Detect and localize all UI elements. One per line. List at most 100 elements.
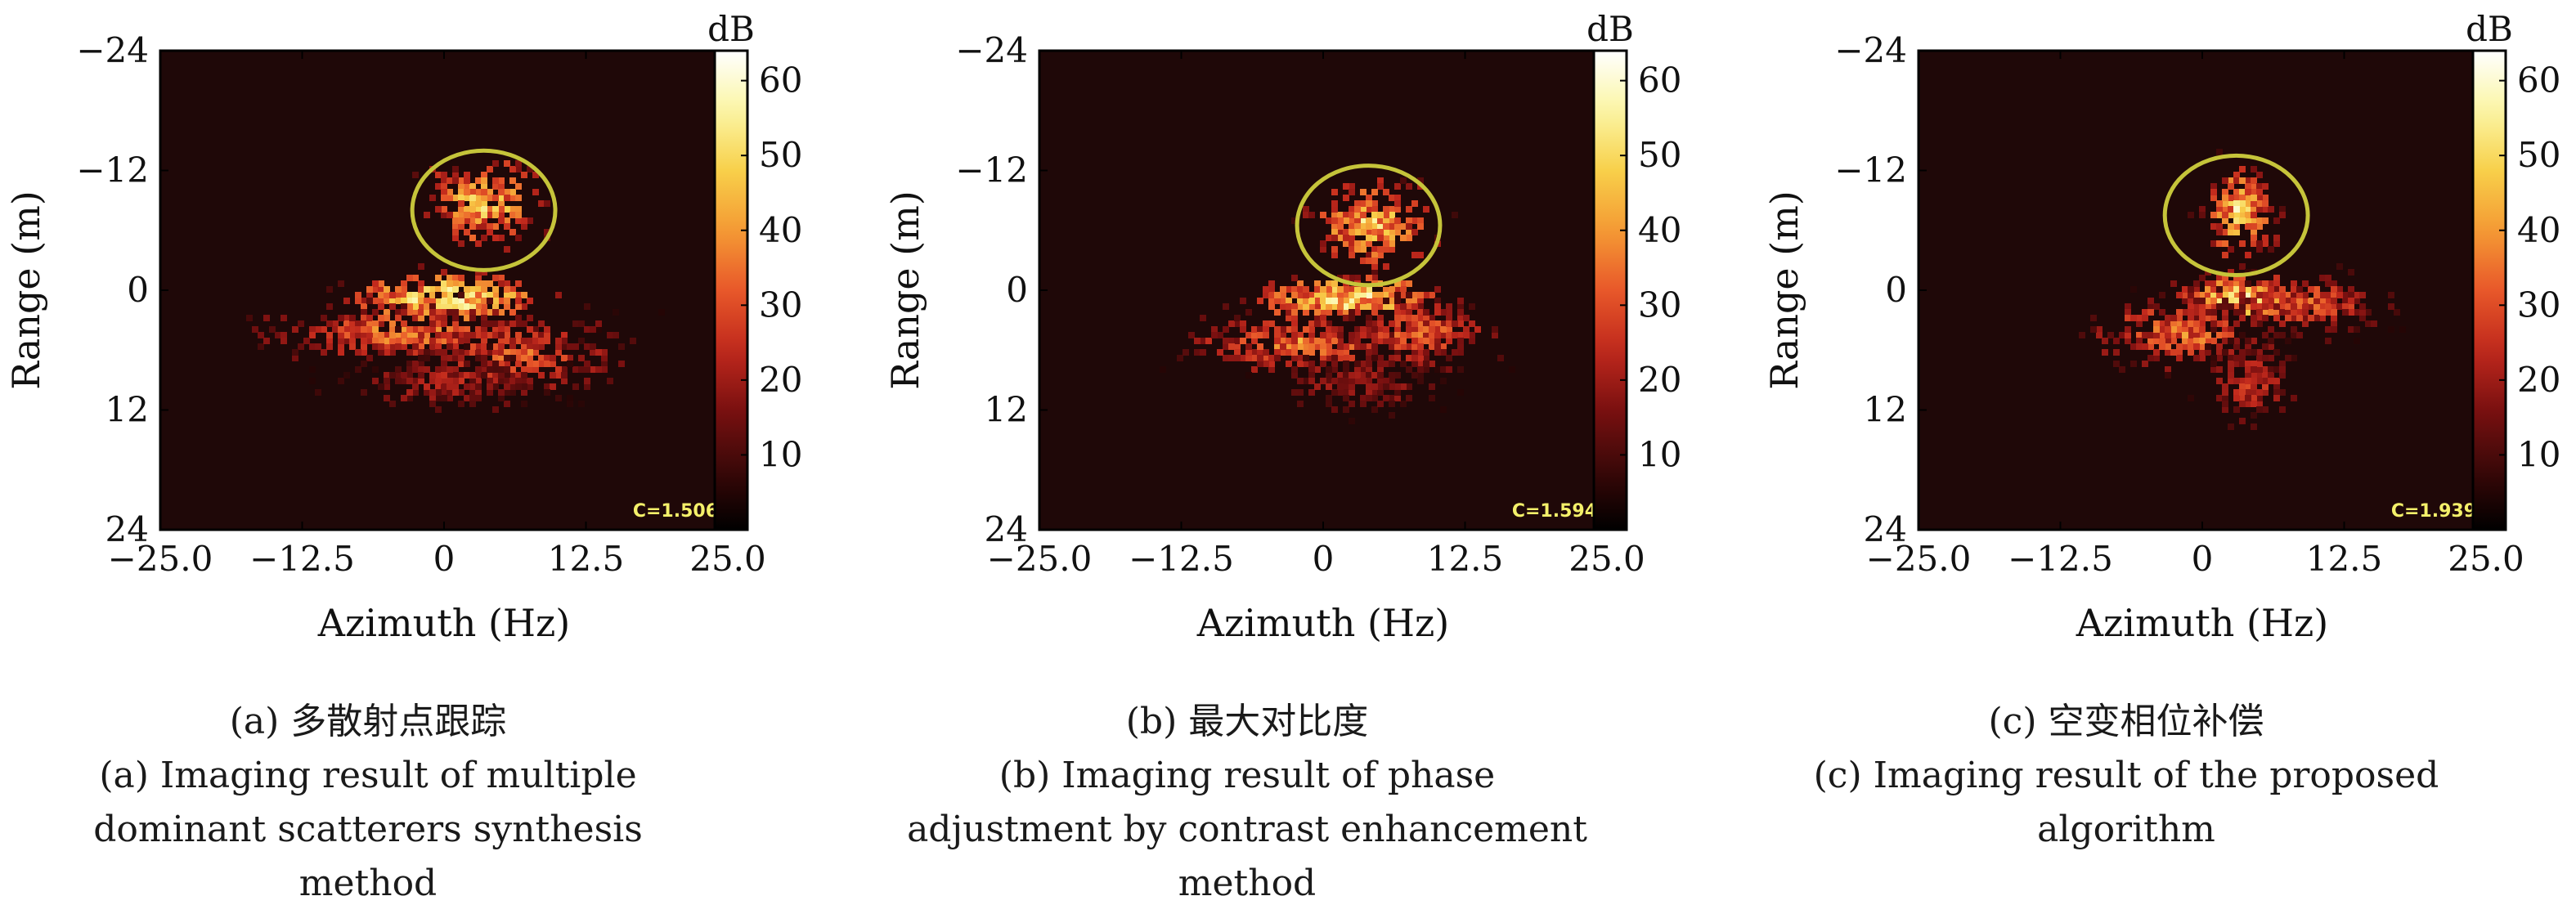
- heatmap-cell: [447, 338, 453, 344]
- heatmap-cell: [492, 292, 499, 298]
- heatmap-cell: [1423, 326, 1429, 333]
- heatmap-cell: [2268, 286, 2274, 293]
- heatmap-cell: [1268, 292, 1275, 298]
- heatmap-cell: [2296, 303, 2303, 310]
- heatmap-cell: [2176, 309, 2183, 316]
- heatmap-cell: [1314, 309, 1321, 316]
- heatmap-cell: [1446, 315, 1452, 321]
- heatmap-cell: [492, 212, 499, 218]
- heatmap-cell: [452, 166, 459, 172]
- heatmap-cell: [1354, 229, 1361, 235]
- heatmap-cell: [2348, 292, 2354, 298]
- panel-a: C=1.506 −25.0 −12.5 0 12.5 25.0 −24 −12 0 12 24 Azi…: [0, 0, 859, 914]
- heatmap-cell: [2313, 286, 2320, 293]
- heatmap-cell: [2251, 309, 2257, 316]
- heatmap-cell: [481, 349, 487, 356]
- heatmap-cell: [458, 309, 464, 316]
- heatmap-cell: [447, 372, 453, 379]
- x-tick-label: −25.0: [987, 539, 1093, 579]
- heatmap-cell: [1469, 338, 1475, 344]
- heatmap-cell: [475, 395, 482, 401]
- heatmap-cell: [2216, 366, 2223, 373]
- heatmap-cell: [2147, 355, 2154, 361]
- heatmap-cell: [1343, 298, 1349, 304]
- x-tick-label: 0: [1313, 539, 1335, 579]
- heatmap-cell: [441, 303, 447, 310]
- heatmap-cell: [1417, 378, 1424, 384]
- plot-area: [1919, 51, 2486, 530]
- heatmap-cell: [1349, 183, 1355, 190]
- heatmap-cell: [504, 189, 510, 195]
- heatmap-cell: [406, 395, 413, 401]
- colorbar-tick-label: 20: [1638, 360, 1681, 400]
- heatmap-cell: [1274, 355, 1281, 361]
- heatmap-cell: [2251, 229, 2257, 235]
- heatmap-cell: [1308, 378, 1315, 384]
- x-tick-label: 12.5: [548, 539, 625, 579]
- heatmap-cell: [475, 269, 482, 276]
- heatmap-cell: [447, 366, 453, 373]
- heatmap-cell: [2251, 366, 2257, 373]
- heatmap-cell: [1280, 303, 1286, 310]
- heatmap-cell: [1314, 303, 1321, 310]
- heatmap-cell: [2216, 349, 2223, 356]
- heatmap-cell: [2210, 212, 2217, 218]
- heatmap-cell: [1343, 361, 1349, 367]
- heatmap-cell: [2210, 195, 2217, 201]
- heatmap-cell: [1343, 355, 1349, 361]
- heatmap-cell: [487, 349, 493, 356]
- heatmap-cell: [1474, 326, 1481, 333]
- heatmap-cell: [2262, 366, 2269, 373]
- heatmap-cell: [555, 366, 562, 373]
- heatmap-cell: [550, 361, 556, 367]
- heatmap-cell: [1251, 332, 1258, 338]
- heatmap-cell: [2188, 298, 2194, 304]
- heatmap-cell: [2130, 286, 2137, 293]
- heatmap-cell: [1354, 275, 1361, 281]
- caption-c-cn: (c) 空变相位补偿: [1988, 701, 2264, 742]
- heatmap-cell: [458, 332, 464, 338]
- heatmap-cell: [1251, 349, 1258, 356]
- heatmap-cell: [1349, 332, 1355, 338]
- heatmap-cell: [481, 189, 487, 195]
- heatmap-cell: [424, 355, 430, 361]
- heatmap-cell: [406, 349, 413, 356]
- heatmap-cell: [2279, 332, 2286, 338]
- highlight-circle: [2162, 153, 2310, 278]
- heatmap-cell: [1251, 338, 1258, 344]
- heatmap-cell: [1349, 240, 1355, 247]
- heatmap-cell: [1377, 355, 1384, 361]
- heatmap-cell: [2308, 303, 2314, 310]
- heatmap-cell: [2153, 320, 2160, 327]
- heatmap-cell: [1337, 292, 1344, 298]
- heatmap-cell: [1383, 298, 1389, 304]
- heatmap-cell: [2268, 206, 2274, 213]
- heatmap-cell: [338, 349, 344, 356]
- heatmap-cell: [1354, 343, 1361, 350]
- heatmap-cell: [2354, 338, 2360, 344]
- heatmap-cell: [2348, 269, 2354, 276]
- heatmap-cell: [2176, 315, 2183, 321]
- heatmap-cell: [2188, 338, 2194, 344]
- heatmap-cell: [2262, 235, 2269, 241]
- heatmap-cell: [1343, 292, 1349, 298]
- heatmap-cell: [1349, 298, 1355, 304]
- heatmap-cell: [607, 332, 613, 338]
- heatmap-cell: [527, 166, 533, 172]
- heatmap-cell: [1389, 229, 1395, 235]
- heatmap-cell: [378, 286, 384, 293]
- heatmap-cell: [2222, 298, 2228, 304]
- heatmap-cell: [487, 166, 493, 172]
- heatmap-cell: [395, 332, 402, 338]
- heatmap-cell: [1417, 361, 1424, 367]
- heatmap-cell: [1417, 343, 1424, 350]
- heatmap-cell: [1303, 212, 1309, 218]
- heatmap-cell: [1286, 343, 1292, 350]
- heatmap-cell: [1320, 338, 1326, 344]
- heatmap-cell: [498, 183, 505, 190]
- heatmap-cell: [2262, 303, 2269, 310]
- heatmap-cell: [2096, 332, 2103, 338]
- heatmap-cell: [1326, 383, 1332, 390]
- heatmap-cell: [1389, 303, 1395, 310]
- heatmap-cell: [1389, 372, 1395, 379]
